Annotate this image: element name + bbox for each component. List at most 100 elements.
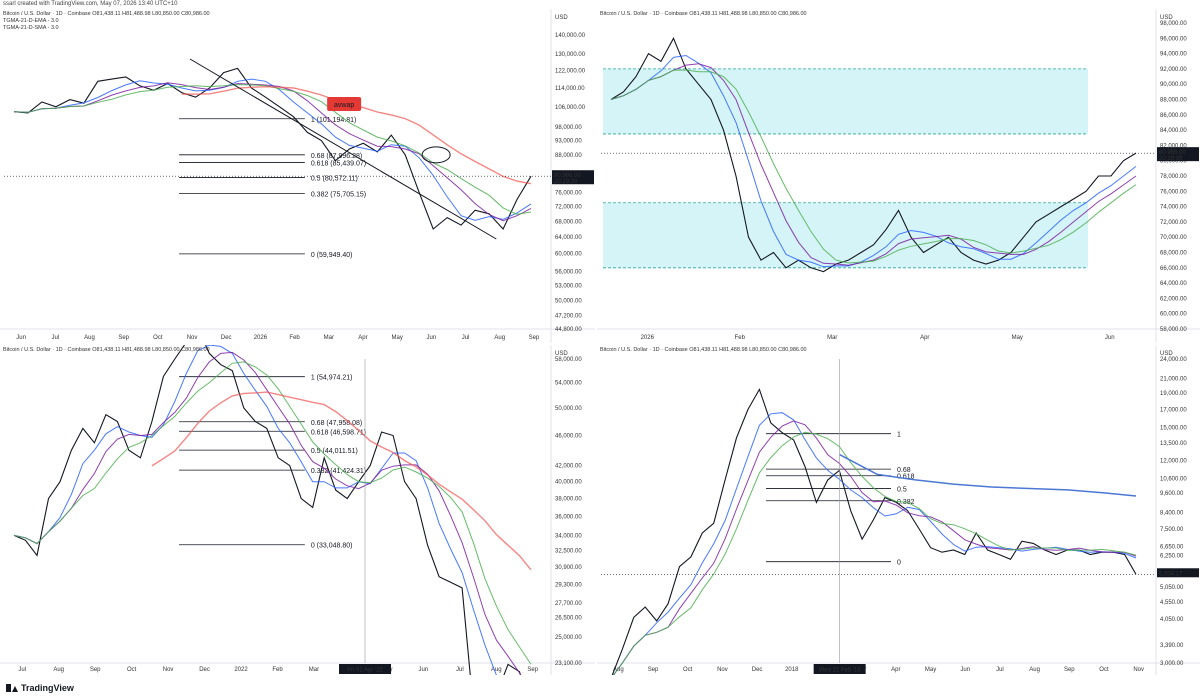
x-tick-label: Sep (1064, 667, 1075, 673)
y-tick-label: 13,500.00 (1160, 441, 1187, 447)
x-tick-label: Jun (1105, 335, 1115, 341)
y-tick-label: 96,000.00 (1160, 36, 1187, 42)
y-tick-label: 26,500.00 (555, 616, 582, 622)
price-series-line (13, 67, 532, 230)
x-tick-label: Oct (127, 667, 137, 673)
x-tick-label: Nov (163, 667, 174, 673)
fib-level-label: 0 (33,048.80) (311, 543, 353, 550)
chart-title: Bitcoin / U.S. Dollar · 1D · Coinbase O8… (3, 11, 210, 17)
x-tick-label: Oct (153, 335, 163, 341)
x-tick-label: Sep (527, 667, 538, 673)
y-tick-label: 58,000.00 (555, 357, 582, 363)
x-tick-label: Jun (419, 667, 429, 673)
y-tick-label: 19,000.00 (1160, 391, 1187, 397)
y-tick-label: 21,000.00 (1160, 377, 1187, 383)
chart-panel-top-right[interactable]: USD 98,000.00 96,000.00 94,000.00 92,000.00 9… (597, 9, 1200, 343)
y-tick-label: 92,000.00 (1160, 67, 1187, 73)
y-tick-label: 66,000.00 (1160, 266, 1187, 272)
chart-panel-bottom-left[interactable]: USD 58,000.00 54,000.00 50,000.00 46,000.00 4… (0, 345, 595, 675)
chart-title: Bitcoin / U.S. Dollar · 1D · Coinbase O8… (3, 347, 210, 353)
x-tick-label: Jun (960, 667, 970, 673)
y-tick-label: 98,000.00 (555, 125, 582, 131)
y-tick-label: 78,000.00 (1160, 174, 1187, 180)
fib-level-label: 0.618 (897, 474, 915, 481)
fib-level-label: 0.5 (897, 486, 907, 493)
x-tick-label: Nov (717, 667, 728, 673)
y-tick-label: 50,000.00 (555, 299, 582, 305)
x-tick-label: Aug (491, 667, 502, 673)
y-tick-label: 60,000.00 (555, 252, 582, 258)
x-tick-label: Feb (289, 335, 300, 341)
sma-line (610, 63, 1137, 266)
fib-level-label: 0 (59,949.40) (311, 252, 353, 259)
fib-level-label: 1 (54,974.21) (311, 375, 353, 382)
price-series-line (611, 388, 1137, 675)
y-tick-label: 58,000.00 (1160, 327, 1187, 333)
sma-line (13, 82, 532, 222)
y-tick-label: 68,000.00 (1160, 251, 1187, 257)
y-tick-label: 9,600.00 (1160, 491, 1184, 497)
y-tick-label: 36,000.00 (555, 514, 582, 520)
y-tick-label: 50,000.00 (555, 406, 582, 412)
y-tick-label: 93,000.00 (555, 139, 582, 145)
y-tick-label: 23,100.00 (555, 661, 582, 667)
currency-label: USD (555, 351, 568, 357)
y-tick-label: 76,000.00 (555, 191, 582, 197)
x-tick-label: Feb (272, 667, 283, 673)
x-tick-label: Mar (309, 667, 319, 673)
y-tick-label: 40,000.00 (555, 480, 582, 486)
y-tick-label: 24,000.00 (1160, 357, 1187, 363)
y-tick-label: 4,550.00 (1160, 600, 1184, 606)
y-tick-label: 54,000.00 (555, 381, 582, 387)
fib-level-label: 0.382 (41,424.31) (311, 468, 366, 475)
fib-level-label: 0.68 (47,958.08) (311, 420, 362, 427)
y-tick-label: 88,000.00 (555, 153, 582, 159)
fib-level-label: 1 (897, 432, 901, 439)
y-tick-label: 98,000.00 (1160, 21, 1187, 27)
brand-name: TradingView (21, 683, 74, 693)
x-tick-label: 2026 (641, 335, 655, 341)
y-tick-label: 72,000.00 (555, 205, 582, 211)
x-tick-label: Feb (735, 335, 746, 341)
x-tick-label: Mar (324, 335, 334, 341)
last-price-badge (1157, 147, 1199, 162)
fib-level-label: 1 (101,194.81) (311, 117, 357, 124)
y-tick-label: 27,700.00 (555, 601, 582, 607)
y-tick-label: 114,000.00 (555, 86, 585, 92)
x-tick-label: Jul (51, 335, 59, 341)
tradingview-logo-icon (6, 684, 18, 692)
x-tick-label: Nov (1133, 667, 1144, 673)
x-tick-label: May (1012, 335, 1023, 341)
chart-panel-bottom-right[interactable]: USD 24,000.00 21,000.00 19,000.00 17,000.00 1… (597, 345, 1200, 675)
y-tick-label: 30,900.00 (555, 565, 582, 571)
x-tick-label: 2022 (234, 667, 248, 673)
x-tick-label: Sep (90, 667, 101, 673)
y-tick-label: 70,000.00 (1160, 235, 1187, 241)
ema-line (610, 54, 1137, 268)
y-tick-label: 94,000.00 (1160, 52, 1187, 58)
x-tick-label: May (925, 667, 936, 673)
y-tick-label: 74,000.00 (1160, 205, 1187, 211)
x-tick-label: Jun (427, 335, 437, 341)
x-tick-label: Aug (613, 667, 624, 673)
avwap-line (151, 391, 532, 571)
last-price-badge (1157, 568, 1199, 578)
y-tick-label: 90,000.00 (1160, 82, 1187, 88)
x-tick-label: Aug (53, 667, 64, 673)
y-tick-label: 6,650.00 (1160, 545, 1184, 551)
cursor-date-box (339, 664, 392, 674)
y-tick-label: 12,000.00 (1160, 458, 1187, 464)
x-tick-label: Dec (752, 667, 763, 673)
x-tick-label: Jul (996, 667, 1004, 673)
y-tick-label: 140,000.00 (555, 33, 586, 39)
indicator-label: TGMA-21-D-SMA - 3.0 (3, 25, 59, 31)
currency-label: USD (555, 15, 568, 21)
chart-panel-top-left[interactable]: USD 140,000.00 130,000.00 122,000.00 114,000… (0, 9, 595, 343)
last-price-label: 5,504.17 (1159, 571, 1183, 577)
last-price-badge (552, 170, 594, 185)
y-tick-label: 10,600.00 (1160, 476, 1187, 482)
tradingview-brand[interactable]: TradingView (6, 683, 74, 693)
avwap-callout-box (327, 97, 362, 111)
y-tick-label: 4,050.00 (1160, 617, 1184, 623)
